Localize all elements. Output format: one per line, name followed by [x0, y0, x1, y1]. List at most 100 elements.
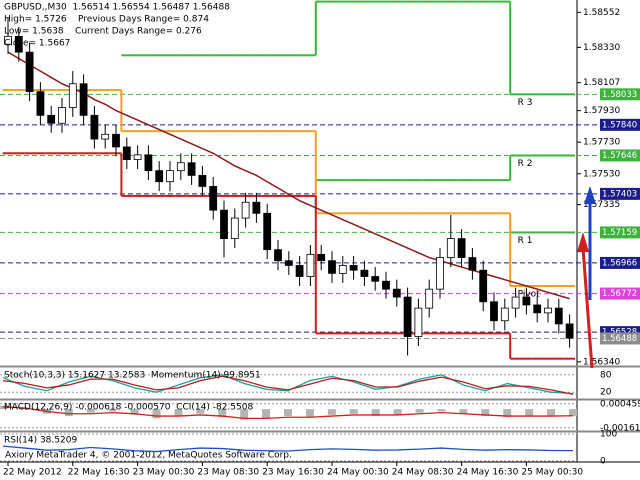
histogram-bar	[327, 409, 336, 415]
histogram-bar	[218, 409, 227, 418]
level-label-box	[600, 256, 640, 269]
level-label-box	[600, 149, 640, 162]
y-tick-label: 100	[600, 430, 617, 440]
histogram-bar	[437, 409, 446, 412]
candle-body	[47, 114, 56, 124]
candle-body	[392, 288, 401, 298]
candle-body	[457, 238, 466, 258]
candle-body	[511, 296, 520, 309]
y-tick-label: 20	[600, 388, 612, 398]
indicator-label: Stoch(10,3,3) 15.1627 13.2583 Momentum(1…	[4, 371, 261, 381]
level-label-box	[600, 187, 640, 200]
histogram-bar	[196, 409, 205, 414]
candle-body	[36, 91, 45, 116]
level-label: 1.57646	[602, 151, 637, 161]
y-tick-label: 1.58330	[583, 43, 620, 53]
y-tick-label: 1.57930	[583, 106, 620, 116]
y-tick-label: 1.58107	[583, 78, 620, 88]
indicator-label: RSI(14) 38.5209	[4, 436, 77, 446]
y-tick-label: 1.57530	[583, 169, 620, 179]
histogram-bar	[503, 409, 512, 418]
histogram-bar	[459, 409, 468, 414]
info-line: Low= 1.5638 Current Days Range= 0.276	[4, 27, 202, 37]
candle-body	[360, 269, 369, 277]
candle-body	[101, 133, 110, 140]
level-label: 1.57403	[602, 189, 637, 199]
candle-body	[252, 201, 261, 214]
histogram-bar	[240, 409, 249, 420]
candle-body	[79, 83, 88, 116]
candle-body	[565, 323, 574, 339]
candle-body	[295, 265, 304, 277]
candle-body	[468, 257, 477, 271]
histogram-bar	[547, 409, 556, 417]
candle-body	[166, 170, 174, 183]
pivot-label: R 1	[518, 236, 533, 246]
histogram-bar	[481, 409, 490, 417]
candle-body	[436, 257, 444, 290]
x-tick-label: 25 May 00:30	[521, 468, 583, 478]
signal-arrow	[581, 247, 594, 369]
candle-body	[176, 162, 185, 172]
y-tick-label: 0.000459	[600, 399, 640, 409]
candle-body	[220, 209, 228, 239]
histogram-bar	[349, 409, 358, 414]
candle-body	[68, 83, 77, 108]
candle-body	[241, 201, 250, 219]
histogram-bar	[130, 409, 139, 415]
candle-body	[144, 154, 153, 172]
y-tick-label: 0	[600, 457, 606, 467]
histogram-bar	[415, 409, 424, 413]
candle-body	[554, 307, 563, 325]
info-line: GBPUSD,,M30 1.56514 1.56554 1.56487 1.56…	[4, 3, 230, 13]
level-label: 1.58033	[602, 90, 637, 100]
level-label: 1.57840	[602, 120, 637, 130]
pivot-label: Pivot	[518, 289, 541, 299]
candle-body	[274, 249, 282, 262]
candle-body	[544, 307, 552, 314]
candle-body	[263, 212, 272, 251]
y-tick-label: 1.57730	[583, 138, 620, 148]
level-label: 1.56488	[602, 334, 637, 344]
level-label-box	[600, 118, 640, 131]
candle-body	[25, 51, 34, 93]
candle-body	[382, 280, 390, 290]
indicator-line	[2, 374, 574, 395]
x-tick-label: 23 May 00:30	[133, 468, 195, 478]
y-tick-label: 80	[600, 370, 612, 380]
x-tick-label: 23 May 16:30	[262, 468, 324, 478]
footer: Axiory MetaTrader 4, © 2001-2012, MetaQu…	[5, 451, 292, 461]
info-line: Close= 1.5667	[4, 39, 70, 49]
y-tick-label: -0.00161	[600, 423, 640, 433]
level-label-box	[600, 332, 640, 345]
candle-body	[414, 307, 423, 337]
candle-body	[198, 174, 207, 187]
candle-body	[479, 269, 488, 303]
candle-body	[155, 170, 164, 183]
candle-body	[371, 276, 380, 282]
indicator-label: MACD(12,26,9) -0.000618 -0.000570 CCI(14…	[4, 403, 253, 413]
candle-body	[306, 253, 315, 277]
candle-body	[90, 114, 99, 140]
y-tick-label: 1.57335	[583, 200, 620, 210]
histogram-bar	[86, 409, 95, 413]
histogram-bar	[174, 409, 183, 417]
histogram-bar	[305, 409, 314, 418]
indicator-line	[2, 375, 574, 395]
histogram-bar	[262, 409, 271, 419]
x-tick-label: 23 May 08:30	[197, 468, 259, 478]
candle-body	[349, 265, 358, 271]
histogram-bar	[393, 409, 402, 415]
pivot-label: R 2	[518, 159, 533, 169]
candle-body	[490, 301, 498, 322]
level-label-box	[600, 287, 640, 300]
candle-body	[446, 238, 455, 258]
x-tick-label: 24 May 16:30	[457, 468, 519, 478]
y-tick-label: 1.58552	[583, 8, 620, 18]
candle-body	[4, 35, 12, 45]
candle-body	[209, 186, 218, 211]
candle-body	[328, 260, 336, 274]
histogram-bar	[108, 409, 117, 412]
candle-body	[533, 304, 542, 314]
